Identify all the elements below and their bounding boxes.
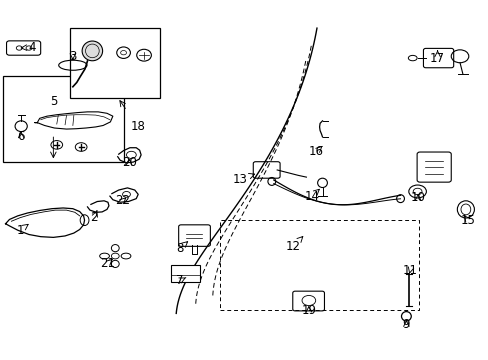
Text: 4: 4: [29, 41, 36, 54]
Text: 11: 11: [402, 264, 417, 277]
Text: 18: 18: [130, 121, 145, 134]
Text: 14: 14: [304, 190, 319, 203]
Text: 10: 10: [410, 191, 425, 204]
Text: 19: 19: [301, 305, 316, 318]
Bar: [171, 265, 199, 282]
Text: 6: 6: [18, 130, 25, 144]
Text: 17: 17: [429, 51, 444, 64]
Text: 21: 21: [100, 257, 115, 270]
Text: 8: 8: [176, 242, 183, 255]
Text: 16: 16: [308, 145, 324, 158]
Bar: [70, 28, 160, 98]
Bar: [3, 76, 124, 162]
Text: 20: 20: [122, 156, 137, 169]
Text: 5: 5: [50, 95, 57, 108]
Text: 9: 9: [402, 318, 409, 331]
Text: 12: 12: [285, 240, 300, 253]
Text: 3: 3: [69, 50, 77, 63]
Text: 22: 22: [115, 194, 130, 207]
Text: 13: 13: [233, 173, 247, 186]
Text: 1: 1: [17, 224, 24, 237]
Text: 15: 15: [459, 214, 474, 227]
Text: 7: 7: [176, 274, 183, 287]
Ellipse shape: [82, 41, 102, 61]
Text: 2: 2: [90, 211, 98, 224]
